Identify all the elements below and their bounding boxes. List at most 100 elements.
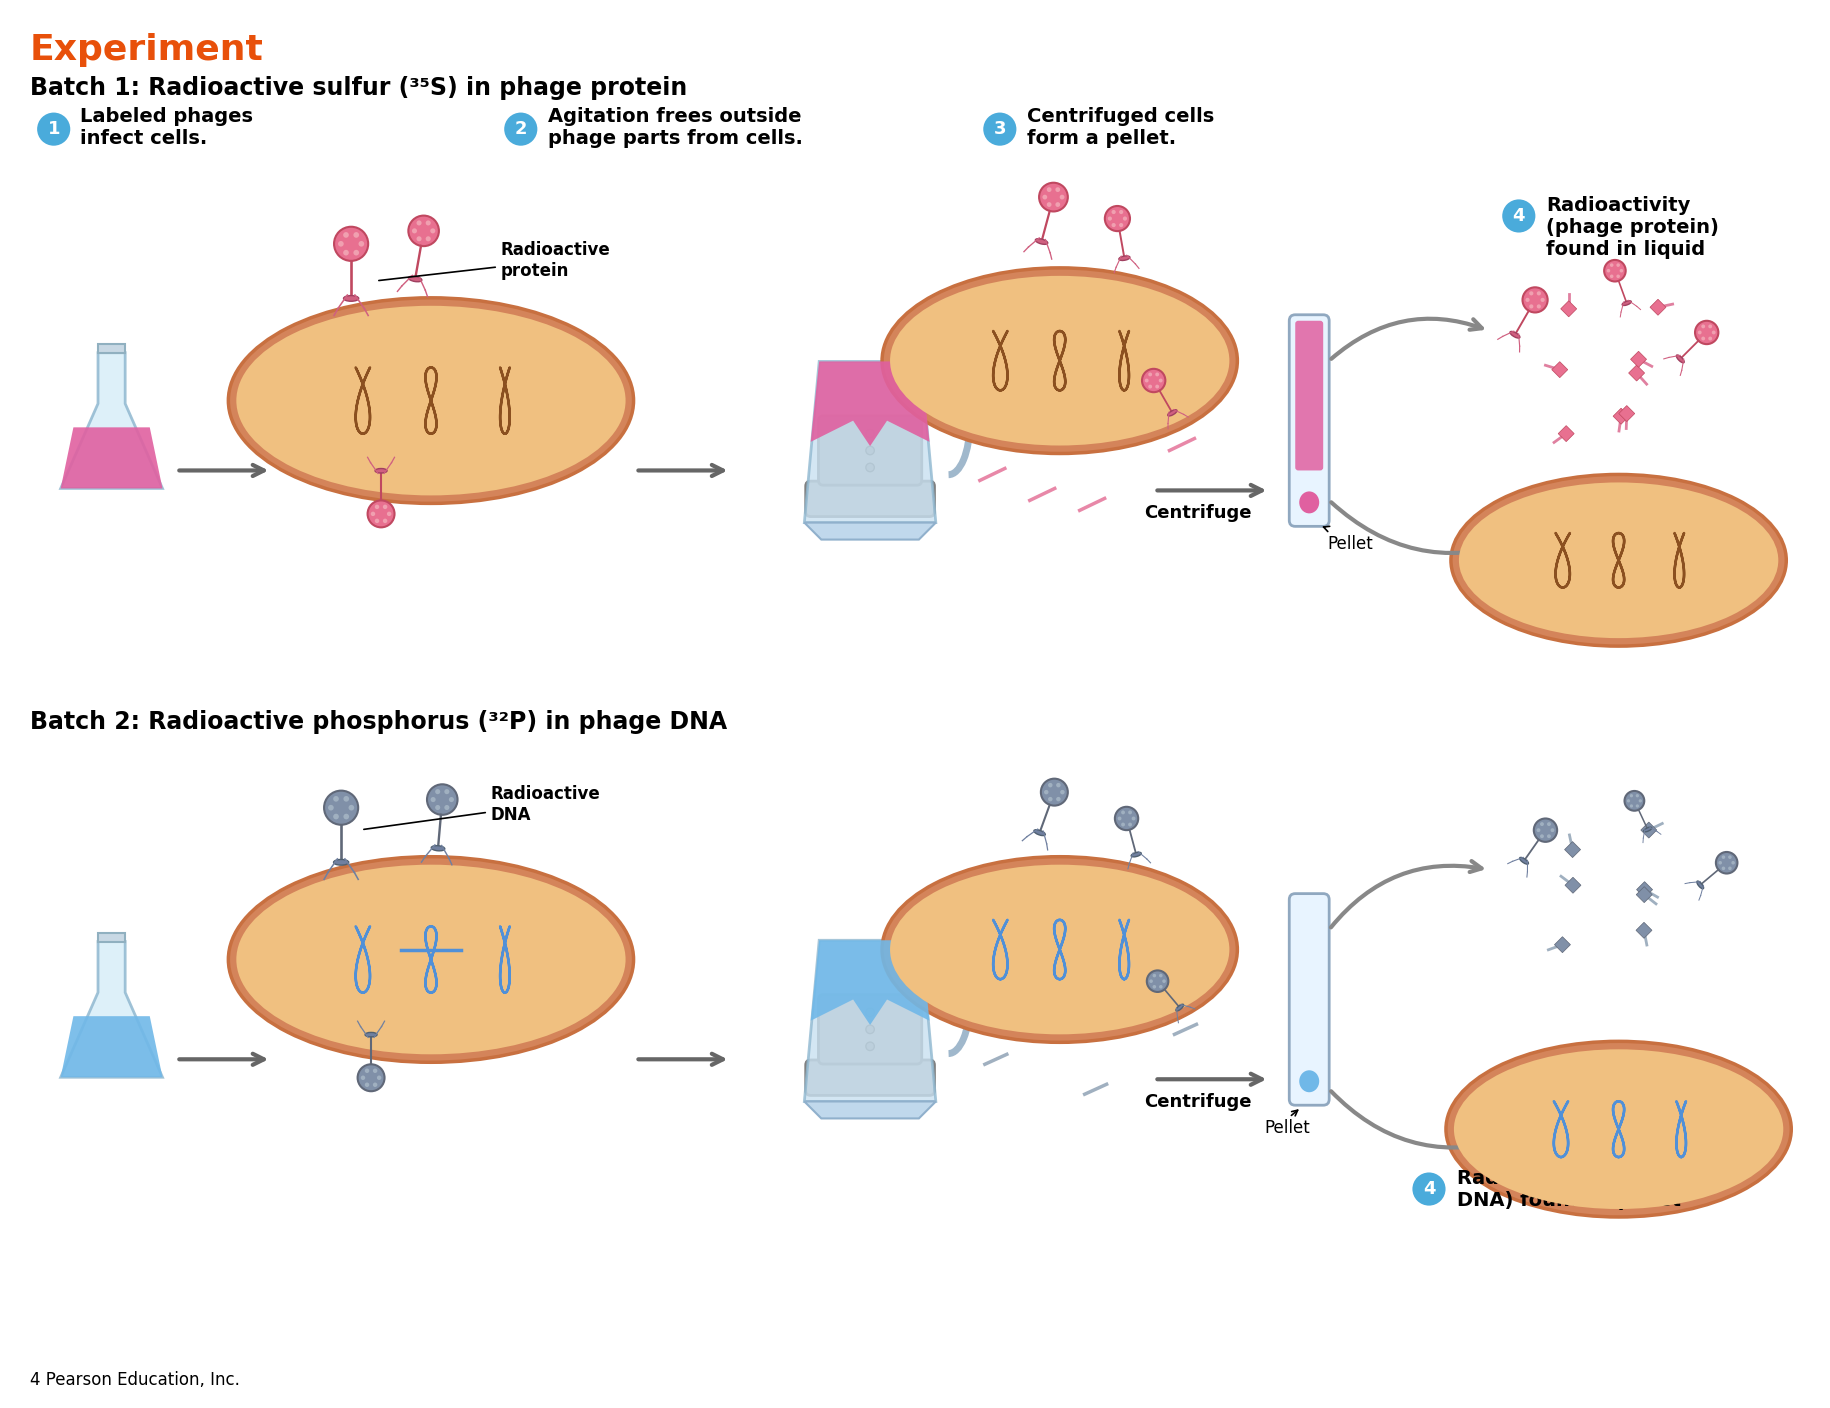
Circle shape — [1122, 811, 1125, 814]
Circle shape — [430, 797, 436, 803]
Circle shape — [361, 1076, 366, 1080]
Ellipse shape — [1519, 857, 1528, 865]
Circle shape — [1550, 828, 1554, 832]
Circle shape — [1541, 835, 1545, 838]
Circle shape — [1158, 974, 1162, 977]
Circle shape — [1060, 790, 1065, 794]
Ellipse shape — [882, 268, 1237, 453]
Circle shape — [1111, 210, 1116, 214]
Circle shape — [1722, 866, 1726, 870]
Polygon shape — [1636, 922, 1652, 938]
Ellipse shape — [366, 1032, 377, 1036]
Circle shape — [1610, 275, 1614, 279]
Circle shape — [1546, 822, 1550, 826]
Circle shape — [344, 232, 350, 238]
Polygon shape — [60, 352, 163, 489]
Circle shape — [1158, 986, 1162, 988]
Circle shape — [1636, 804, 1640, 808]
Polygon shape — [60, 428, 163, 489]
Circle shape — [1546, 835, 1550, 838]
Circle shape — [375, 518, 379, 524]
Circle shape — [1530, 291, 1534, 296]
Polygon shape — [1565, 877, 1581, 893]
Circle shape — [333, 814, 339, 819]
Circle shape — [1127, 822, 1133, 826]
Circle shape — [1534, 818, 1557, 842]
Ellipse shape — [1034, 829, 1045, 835]
Circle shape — [377, 1076, 381, 1080]
Ellipse shape — [1451, 474, 1786, 646]
FancyBboxPatch shape — [818, 994, 922, 1064]
FancyBboxPatch shape — [805, 482, 935, 517]
Circle shape — [1105, 206, 1129, 231]
Ellipse shape — [408, 276, 423, 282]
Text: Agitation frees outside
phage parts from cells.: Agitation frees outside phage parts from… — [547, 107, 803, 148]
Circle shape — [1155, 384, 1158, 389]
Circle shape — [1695, 321, 1718, 344]
Text: Centrifuge: Centrifuge — [1144, 504, 1252, 522]
Text: Experiment: Experiment — [29, 34, 264, 68]
Circle shape — [1041, 779, 1069, 805]
FancyBboxPatch shape — [1290, 315, 1329, 527]
Circle shape — [1620, 269, 1623, 273]
Circle shape — [1728, 855, 1731, 859]
Text: Labeled phages
infect cells.: Labeled phages infect cells. — [81, 107, 253, 148]
Circle shape — [1043, 194, 1047, 200]
Circle shape — [412, 228, 417, 234]
Ellipse shape — [1453, 1049, 1782, 1209]
Circle shape — [1124, 217, 1127, 221]
Circle shape — [1627, 800, 1631, 803]
Text: Centrifuged cells
form a pellet.: Centrifuged cells form a pellet. — [1027, 107, 1213, 148]
Polygon shape — [60, 942, 163, 1077]
Polygon shape — [1651, 300, 1665, 315]
Ellipse shape — [1118, 256, 1129, 260]
Text: 4: 4 — [1422, 1180, 1435, 1198]
Circle shape — [348, 805, 355, 811]
Text: 4 Pearson Education, Inc.: 4 Pearson Education, Inc. — [29, 1370, 240, 1388]
Circle shape — [436, 788, 441, 794]
Circle shape — [1722, 855, 1726, 859]
Polygon shape — [1554, 936, 1570, 953]
Circle shape — [430, 228, 436, 234]
Text: 4: 4 — [1513, 207, 1524, 225]
Circle shape — [1698, 331, 1702, 335]
Ellipse shape — [1510, 331, 1521, 338]
FancyBboxPatch shape — [1296, 321, 1323, 470]
Circle shape — [1049, 783, 1052, 787]
Ellipse shape — [344, 296, 359, 301]
Circle shape — [344, 814, 350, 819]
Text: Pellet: Pellet — [1265, 1119, 1310, 1138]
Text: 1: 1 — [48, 120, 60, 138]
Polygon shape — [805, 522, 935, 539]
Ellipse shape — [1696, 881, 1704, 888]
Circle shape — [866, 429, 875, 438]
Circle shape — [417, 237, 421, 241]
Circle shape — [364, 1083, 370, 1087]
Ellipse shape — [333, 859, 350, 865]
Ellipse shape — [889, 276, 1230, 445]
Ellipse shape — [1036, 239, 1049, 245]
FancyBboxPatch shape — [1290, 894, 1329, 1105]
Ellipse shape — [1446, 1042, 1792, 1217]
Polygon shape — [811, 941, 930, 1025]
Circle shape — [983, 111, 1017, 146]
Circle shape — [1047, 187, 1052, 191]
Text: 2: 2 — [514, 120, 527, 138]
Circle shape — [426, 237, 430, 241]
Text: Radioactive
DNA: Radioactive DNA — [364, 784, 600, 829]
Circle shape — [1631, 804, 1632, 808]
Circle shape — [1631, 794, 1632, 797]
Circle shape — [328, 805, 333, 811]
Circle shape — [1060, 194, 1065, 200]
Circle shape — [1526, 297, 1530, 301]
Circle shape — [386, 511, 392, 517]
Circle shape — [1411, 1171, 1448, 1207]
Circle shape — [1056, 203, 1060, 207]
Circle shape — [1107, 217, 1113, 221]
Circle shape — [1625, 791, 1645, 811]
Text: 3: 3 — [994, 120, 1007, 138]
Polygon shape — [805, 362, 935, 522]
Polygon shape — [60, 1017, 163, 1077]
Circle shape — [1049, 797, 1052, 801]
Polygon shape — [811, 362, 930, 446]
